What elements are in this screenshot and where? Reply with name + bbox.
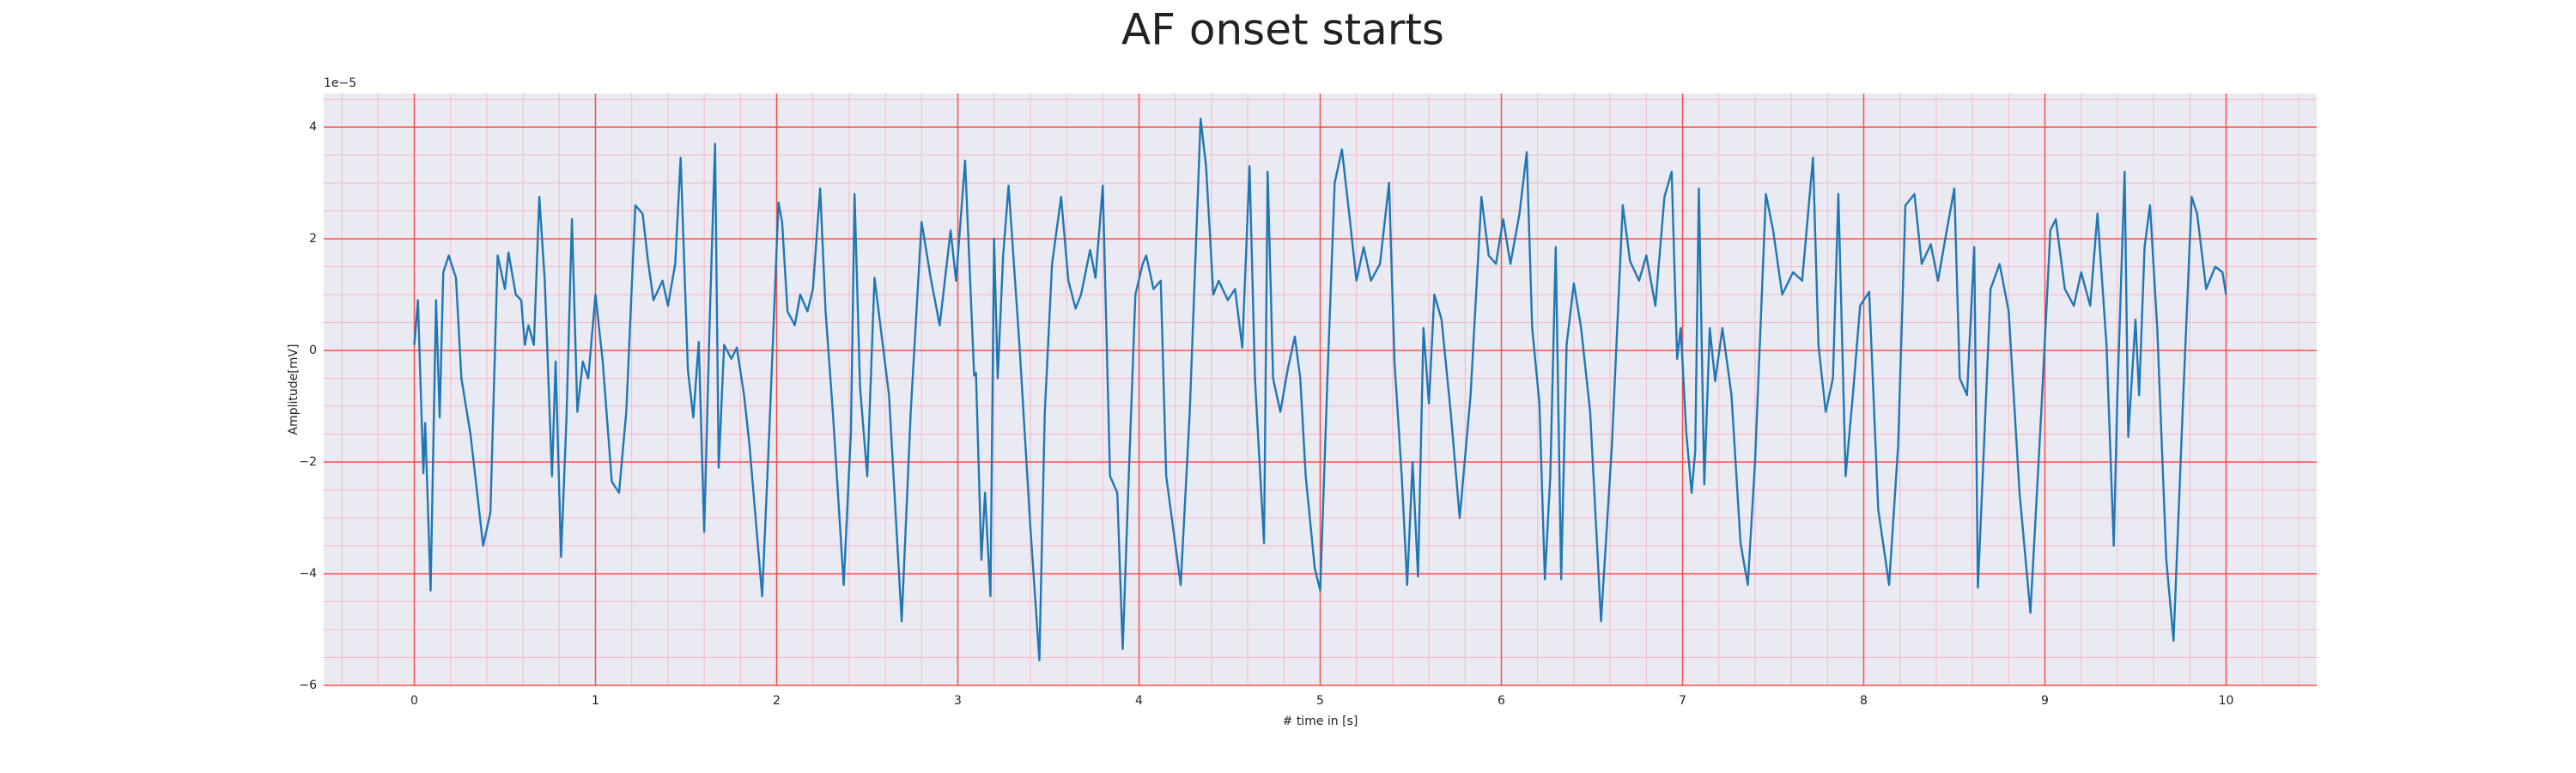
x-tick-label: 1 <box>592 694 599 708</box>
x-tick-label: 5 <box>1316 694 1324 708</box>
x-tick-label: 3 <box>954 694 962 708</box>
chart-title: AF onset starts <box>1121 5 1444 55</box>
y-tick-label: −6 <box>299 679 317 692</box>
y-tick-label: −4 <box>299 567 317 581</box>
x-tick-label: 0 <box>410 694 418 708</box>
x-tick-label: 8 <box>1860 694 1868 708</box>
y-tick-label: −2 <box>299 455 317 469</box>
x-tick-label: 2 <box>773 694 781 708</box>
x-tick-label: 10 <box>2219 694 2234 708</box>
x-tick-label: 7 <box>1679 694 1686 708</box>
y-tick-label: 4 <box>309 120 317 134</box>
y-axis-label: Amplitude[mV] <box>287 344 301 435</box>
x-tick-label: 9 <box>2041 694 2049 708</box>
y-offset-text: 1e−5 <box>324 76 356 90</box>
x-tick-label: 4 <box>1135 694 1143 708</box>
x-axis-label: # time in [s] <box>1283 715 1358 728</box>
signal-line <box>413 118 2227 661</box>
x-tick-label: 6 <box>1498 694 1505 708</box>
y-tick-label: 2 <box>309 232 317 246</box>
y-tick-label: 0 <box>309 344 317 357</box>
